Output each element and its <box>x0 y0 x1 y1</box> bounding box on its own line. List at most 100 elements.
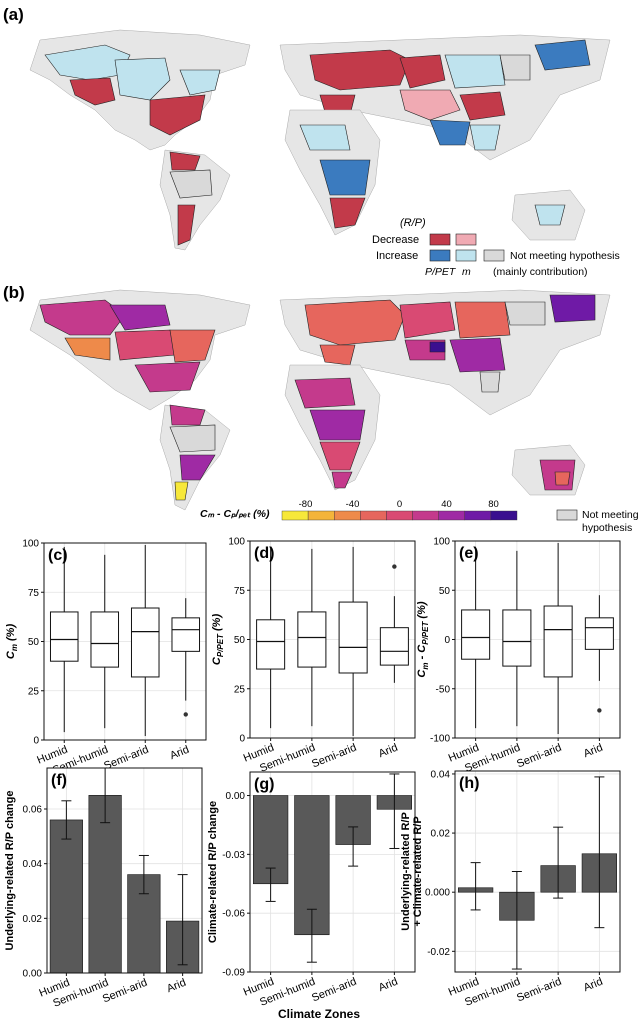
y-axis-label-part: P/PET <box>421 621 430 645</box>
colorbar-tick-label: 80 <box>488 499 499 510</box>
y-axis-label-part: (%) <box>416 601 428 622</box>
y-tick-label: 0.06 <box>23 805 43 816</box>
y-tick-label: 0.00 <box>226 791 246 802</box>
y-tick-label: -50 <box>436 684 451 695</box>
y-tick-label: 0.04 <box>431 769 451 780</box>
plot-frame <box>46 767 203 974</box>
map-a-region <box>399 54 446 89</box>
map-b-region <box>554 471 571 486</box>
box-body <box>171 617 201 652</box>
map-a-region <box>469 124 501 151</box>
box-body <box>49 611 79 662</box>
map-a-region <box>114 57 171 101</box>
y-tick-label: 50 <box>439 586 451 597</box>
y-tick-label: 75 <box>234 586 246 597</box>
legend-b-ticks: -80 -40 0 40 80 <box>299 499 499 510</box>
colorbar-segment <box>281 510 309 521</box>
map-b-region <box>479 371 501 393</box>
bar <box>294 795 330 936</box>
map-b-region <box>114 329 176 361</box>
colorbar-segment <box>360 510 387 521</box>
map-b-region <box>294 377 356 409</box>
colorbar-segment <box>438 510 465 521</box>
map-a-region <box>329 197 366 229</box>
y-tick-label: -0.06 <box>222 909 245 920</box>
map-b-region <box>331 471 353 489</box>
y-axis-label-part: (%) <box>5 624 17 645</box>
plot-frame <box>249 771 416 973</box>
x-tick-label: Arid <box>377 742 400 760</box>
colorbar-segment <box>412 510 439 521</box>
y-axis-label-part: m <box>421 662 430 669</box>
x-tick-label: Arid <box>582 742 605 760</box>
box-body <box>297 611 327 668</box>
legend-a-not-meeting: Not meeting hypothesis <box>510 250 620 262</box>
legend-a-increase-label: Increase <box>376 250 418 262</box>
legend-b-swatch-none <box>556 509 578 521</box>
y-tick-label: 50 <box>28 637 40 648</box>
colorbar-segment <box>386 510 413 521</box>
y-tick-label: 0.02 <box>23 914 43 925</box>
legend-a-swatch-inc-m <box>455 249 477 262</box>
y-axis-label-line2: + Climate-related R/P <box>412 816 424 926</box>
map-a-region <box>499 54 531 81</box>
map-b-region <box>39 299 126 336</box>
x-tick-label: Arid <box>165 977 188 995</box>
x-tick-label: Semi-arid <box>101 977 149 1006</box>
map-b-region <box>309 409 366 441</box>
x-tick-label: Arid <box>377 976 400 994</box>
map-b-region <box>174 481 189 501</box>
legend-a-mainly: (mainly contribution) <box>493 266 588 278</box>
y-axis-label: Cm (%) <box>5 624 19 660</box>
map-a-region <box>177 204 196 246</box>
box-body <box>130 607 160 678</box>
y-tick-label: 0 <box>239 734 245 745</box>
y-tick-label: 75 <box>28 588 40 599</box>
colorbar-tick-label: 40 <box>441 499 452 510</box>
panel-label-e: (e) <box>459 545 479 562</box>
y-tick-label: 25 <box>28 686 40 697</box>
colorbar-segment <box>307 510 335 521</box>
legend-a-decrease-label: Decrease <box>372 234 419 246</box>
y-tick-label: 0.02 <box>431 829 451 840</box>
box-body <box>584 617 614 650</box>
box-body <box>461 609 491 660</box>
legend-a-col-pet: P/PET <box>425 266 457 278</box>
x-tick-label: Arid <box>582 976 605 994</box>
map-a-region <box>169 169 213 199</box>
y-tick-label: 0.04 <box>23 859 43 870</box>
y-axis-label-part: P/PET <box>216 633 225 657</box>
legend-a-swatch-dec-m <box>455 233 477 246</box>
map-a-region <box>69 77 116 106</box>
map-b-region <box>504 301 546 326</box>
y-tick-label: -0.02 <box>427 947 450 958</box>
y-axis-label-part: (%) <box>211 614 223 635</box>
map-b-region <box>549 294 596 323</box>
y-tick-label: 25 <box>234 684 246 695</box>
colorbar-tick-label: -80 <box>299 499 313 510</box>
y-tick-label: 0.00 <box>23 969 43 980</box>
map-b: (b) <box>3 283 611 511</box>
y-axis-label-line1: Underlying-related R/P <box>400 812 412 931</box>
bar <box>49 819 83 974</box>
panel-label-c: (c) <box>48 547 68 564</box>
box-outlier <box>183 712 188 717</box>
map-a-region <box>399 89 461 121</box>
legend-a-swatch-dec-pet <box>429 233 451 246</box>
map-a-region <box>534 39 591 71</box>
map-a-region <box>459 91 506 121</box>
map-b-region <box>399 301 456 339</box>
colorbar-segment <box>334 510 361 521</box>
map-a-region <box>444 54 506 89</box>
map-b-region <box>169 329 216 363</box>
legend-b-label: Cₘ - Cₚ/ₚₑₜ (%) <box>200 508 270 520</box>
map-b-region <box>449 337 506 373</box>
y-axis-label-part: C <box>211 656 223 665</box>
map-a-region <box>319 159 371 196</box>
chart-f: 0.000.020.040.06HumidSemi-humidSemi-arid… <box>4 767 203 1010</box>
y-tick-label: 0 <box>444 635 450 646</box>
box-outlier <box>597 708 602 713</box>
y-axis-label: Underlying-related R/P change <box>4 791 16 951</box>
